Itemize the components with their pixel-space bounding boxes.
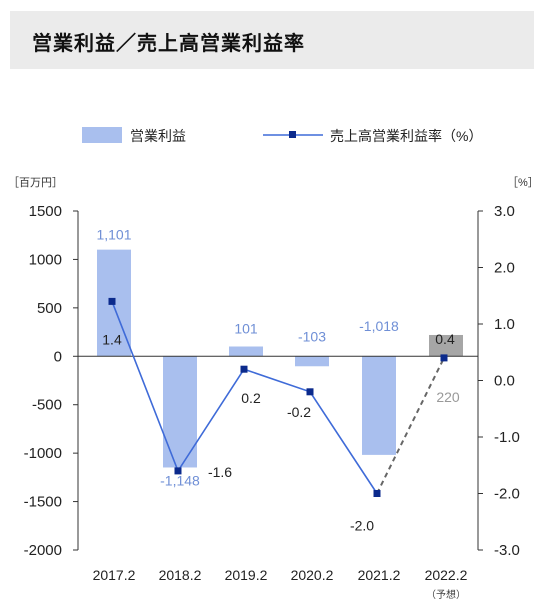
y-left-tick-label: -500 — [32, 397, 62, 414]
bar-value-label: 220 — [436, 389, 460, 405]
legend-line-label: 売上高営業利益率（%） — [330, 128, 482, 144]
y-left-tick-label: 1000 — [29, 251, 62, 268]
y-left-tick-label: 500 — [37, 300, 62, 317]
y-left-tick-label: -2000 — [24, 542, 62, 559]
page-title: 営業利益／売上高営業利益率 — [32, 31, 305, 55]
ratio-value-label: 0.2 — [241, 390, 261, 406]
ratio-value-label: -1.6 — [208, 464, 232, 480]
x-tick-label: 2019.2 — [225, 567, 268, 583]
x-tick-label: 2021.2 — [358, 567, 401, 583]
ratio-value-label: -0.2 — [287, 404, 311, 420]
x-tick-label: 2018.2 — [159, 567, 202, 583]
ratio-marker-2019.2 — [240, 365, 248, 373]
bar-2019.2 — [229, 346, 263, 357]
ratio-value-label: 1.4 — [102, 331, 122, 347]
y-right-tick-label: 3.0 — [494, 203, 515, 220]
ratio-marker-2017.2 — [108, 297, 116, 305]
ratio-value-label: -2.0 — [350, 518, 374, 534]
bar-value-label: -103 — [298, 328, 326, 344]
legend-bar-label: 営業利益 — [130, 128, 186, 144]
y-left-tick-label: -1000 — [24, 445, 62, 462]
y-left-tick-label: 1500 — [29, 203, 62, 220]
x-tick-note: （予想） — [426, 588, 466, 601]
y-right-unit-label: ［%］ — [507, 176, 539, 189]
y-right-tick-label: 1.0 — [494, 316, 515, 333]
legend: 営業利益 売上高営業利益率（%） — [82, 127, 482, 144]
ratio-forecast-line — [376, 357, 445, 494]
bar-2020.2 — [295, 356, 329, 367]
ratio-marker-2021.2 — [373, 490, 381, 497]
x-tick-label: 2022.2 — [425, 567, 468, 583]
y-right-tick-label: -1.0 — [494, 429, 520, 446]
bar-value-label: -1,018 — [359, 318, 399, 334]
bar-2022.2 — [429, 334, 463, 357]
ratio-marker-2022.2 — [440, 354, 448, 362]
bar-value-label: 101 — [234, 321, 258, 337]
bar-value-label: -1,148 — [160, 472, 200, 488]
y-left-unit-label: ［百万円］ — [8, 176, 63, 189]
legend-line-marker — [289, 131, 296, 138]
y-right-tick-label: -2.0 — [494, 486, 520, 503]
plot-area: 1500 1000 500 0 -500 -1000 -1500 -2000 3.0 2.0 1.0… — [24, 203, 520, 601]
ratio-marker-2020.2 — [306, 388, 314, 396]
y-right-tick-label: 0.0 — [494, 373, 515, 390]
page-header: 営業利益／売上高営業利益率 — [10, 11, 534, 69]
x-tick-label: 2020.2 — [291, 567, 334, 583]
y-left-tick-label: -1500 — [24, 494, 62, 511]
bar-value-label: 1,101 — [96, 227, 131, 243]
x-tick-label: 2017.2 — [93, 567, 136, 583]
y-left-tick-label: 0 — [54, 348, 62, 365]
y-right-tick-label: -3.0 — [494, 542, 520, 559]
bar-2021.2 — [362, 356, 396, 455]
y-right-tick-label: 2.0 — [494, 260, 515, 277]
ratio-marker-2018.2 — [174, 467, 182, 475]
legend-bar-swatch — [82, 127, 122, 143]
ratio-value-label: 0.4 — [435, 331, 455, 347]
